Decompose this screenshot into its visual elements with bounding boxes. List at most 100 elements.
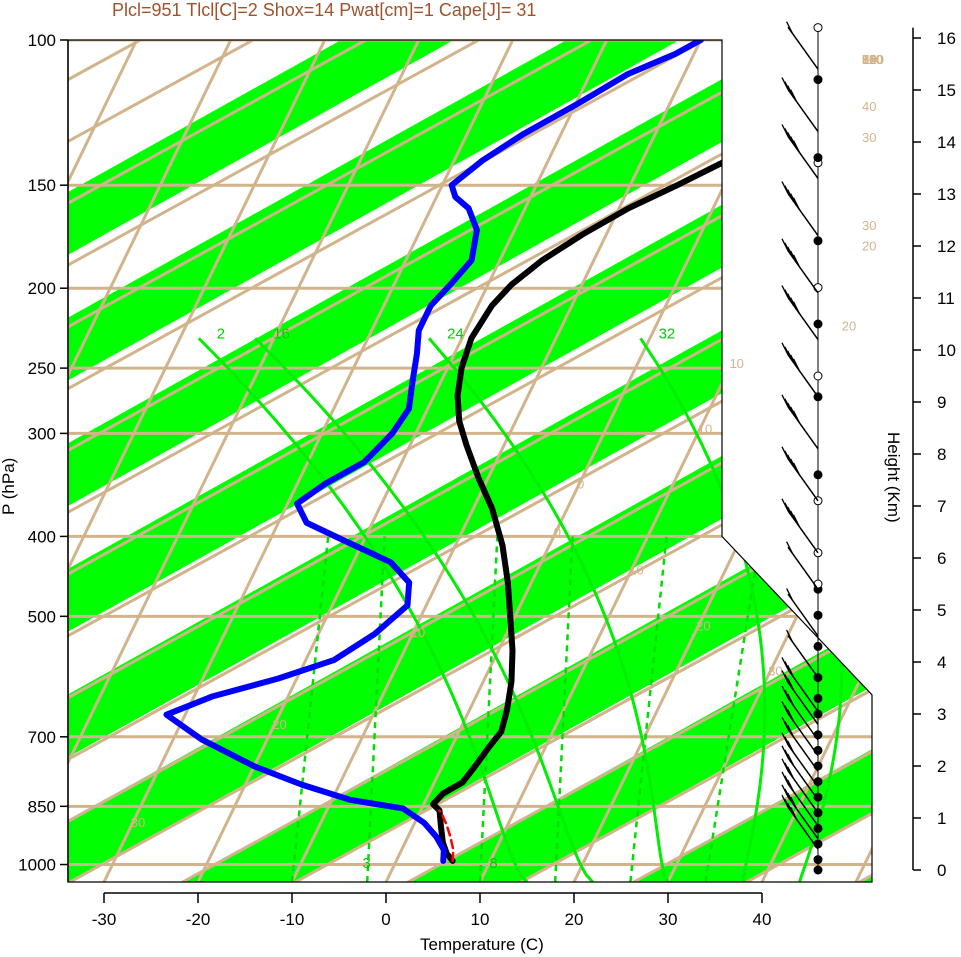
moist-adiabat: [197, 337, 529, 882]
temperature-line: [430, 40, 872, 864]
wind-barb-feather: [781, 716, 789, 730]
adiabat-band: [152, 40, 872, 882]
wind-barb-feather: [792, 197, 801, 211]
isotherm-label: 70: [862, 52, 876, 67]
height-marker: [813, 371, 823, 381]
x-tick-label: -30: [92, 910, 117, 929]
wind-barb-feather: [781, 124, 789, 137]
wind-barb-feather: [784, 185, 792, 198]
isotherm-label: 20: [272, 717, 286, 732]
height-tick-label: 1: [937, 809, 946, 828]
wind-barb-feather: [784, 736, 792, 750]
wind-barb-feather: [781, 394, 789, 408]
wind-barb: [782, 584, 819, 637]
isotherm-label: 60: [862, 52, 876, 67]
x-tick-label: 40: [753, 910, 772, 929]
y-tick-label: 300: [28, 424, 56, 443]
wind-barb-feather: [784, 705, 792, 718]
isotherm: [68, 40, 336, 882]
wind-barb: [781, 394, 819, 450]
wind-barb-feather: [787, 709, 795, 722]
wind-barb-feather: [790, 796, 798, 810]
isotherm-label: 0: [577, 477, 584, 492]
wind-barb: [781, 285, 819, 341]
wind-barb-feather: [790, 193, 798, 207]
moist-adiabat: [427, 337, 670, 882]
wind-barb-feather: [784, 775, 792, 789]
y-tick-label: 500: [28, 607, 56, 626]
wind-barb-feather: [787, 132, 795, 145]
wind-barb-feather: [792, 140, 801, 153]
wind-barb-feather: [790, 354, 798, 368]
height-tick-label: 5: [937, 601, 946, 620]
dry-adiabat: [68, 40, 872, 882]
mixing-ratio-label: 8: [489, 855, 497, 872]
parcel-line: [438, 809, 455, 863]
isotherm-label: 10: [729, 356, 743, 371]
mixing-ratio-label: 16: [273, 325, 290, 342]
x-tick-label: 30: [659, 910, 678, 929]
isotherm-label: 10: [698, 421, 712, 436]
isotherm: [658, 40, 872, 882]
mixing-ratio-line: [478, 536, 499, 882]
isotherm-label: 10: [411, 625, 425, 640]
wind-barb-feather: [784, 720, 792, 734]
height-marker: [813, 236, 823, 246]
wind-barb: [781, 446, 819, 502]
dry-adiabat: [489, 40, 872, 882]
wind-barb-feather: [792, 462, 801, 476]
height-tick-label: 9: [937, 393, 946, 412]
wind-barb: [781, 794, 819, 850]
wind-barb: [781, 771, 819, 827]
isotherm-label: 80: [862, 52, 876, 67]
isotherm-label: 150: [862, 52, 884, 67]
wind-barb: [782, 17, 819, 70]
height-marker: [813, 855, 823, 865]
adiabat-band: [68, 40, 522, 882]
y-tick-label: 100: [28, 31, 56, 50]
height-marker: [813, 23, 823, 33]
wind-barb-feather: [790, 250, 798, 264]
wind-barb-feather: [781, 670, 789, 683]
dry-adiabat: [68, 40, 852, 882]
wind-barb-feather: [787, 724, 795, 738]
wind-barb-feather: [781, 685, 789, 699]
isotherm-label: 30: [862, 130, 876, 145]
wind-barb-feather: [787, 293, 795, 306]
height-tick-label: 10: [937, 341, 956, 360]
height-tick-label: 12: [937, 237, 956, 256]
isotherm-label: 20: [696, 618, 710, 633]
wind-barb-feather: [790, 136, 798, 149]
wind-barb-feather: [784, 128, 792, 141]
height-tick-label: 0: [937, 861, 946, 880]
wind-barb-staff: [787, 593, 819, 637]
height-marker: [813, 641, 823, 651]
isotherm-label: 50: [862, 52, 876, 67]
adiabat-band: [377, 40, 872, 882]
wind-barb-feather: [787, 792, 795, 806]
height-marker: [813, 75, 823, 85]
dry-adiabat: [68, 40, 626, 882]
dry-adiabat: [68, 40, 872, 882]
dry-adiabat: [602, 40, 872, 882]
wind-barb-feather: [790, 807, 798, 820]
height-axis-label: Height (Km): [884, 432, 903, 523]
wind-barb: [781, 685, 819, 741]
wind-barb-feather: [787, 402, 795, 416]
wind-barb-feather: [790, 510, 798, 524]
wind-barb-feather: [787, 678, 795, 691]
height-marker: [813, 693, 823, 703]
y-tick-label: 700: [28, 728, 56, 747]
wind-barb: [781, 716, 819, 772]
sounding-profiles: [163, 40, 872, 864]
wind-barb-feather: [792, 254, 801, 268]
x-tick-label: 10: [471, 910, 490, 929]
wind-barb-feather: [784, 689, 792, 703]
height-marker: [813, 865, 823, 875]
dry-adiabat: [68, 40, 872, 882]
wind-barb-staff: [787, 546, 819, 590]
dry-adiabat: [264, 40, 872, 882]
isotherm-label: 20: [842, 318, 856, 333]
